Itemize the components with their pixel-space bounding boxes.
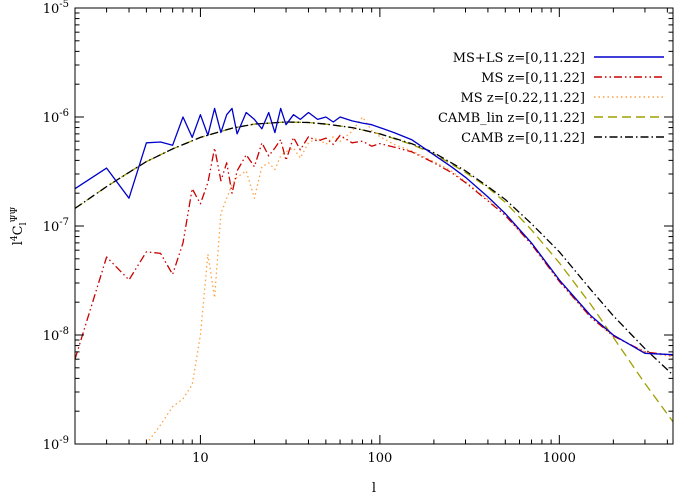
series-line-1 <box>75 134 673 360</box>
y-tick-label: 10-6 <box>43 108 69 126</box>
plot-area <box>75 107 673 444</box>
y-tick-label: 10-8 <box>43 326 69 344</box>
legend-label: MS+LS z=[0,11.22] <box>453 51 585 66</box>
legend-label: CAMB z=[0,11.22] <box>461 131 585 146</box>
x-axis: 10 100 1000 <box>74 8 668 466</box>
y-axis: 10-9 10-8 10-7 10-6 10-5 <box>43 0 673 453</box>
series-line-4 <box>75 121 673 376</box>
x-tick-label: 10 <box>192 451 209 466</box>
legend-label: MS z=[0,11.22] <box>481 71 585 86</box>
y-tick-label: 10-5 <box>43 0 69 17</box>
series-line-0 <box>75 107 673 356</box>
x-axis-label: l <box>372 481 376 496</box>
x-tick-label: 1000 <box>543 451 576 466</box>
legend-label: MS z=[0.22,11.22] <box>460 91 585 106</box>
legend-label: CAMB_lin z=[0,11.22] <box>438 111 585 126</box>
y-tick-label: 10-9 <box>43 435 69 453</box>
legend: MS+LS z=[0,11.22] MS z=[0,11.22] MS z=[0.2… <box>438 51 664 146</box>
x-tick-label: 100 <box>367 451 392 466</box>
series-line-3 <box>75 121 673 423</box>
y-axis-label: l4ClΨΨ <box>10 207 29 246</box>
y-tick-label: 10-7 <box>43 217 69 235</box>
